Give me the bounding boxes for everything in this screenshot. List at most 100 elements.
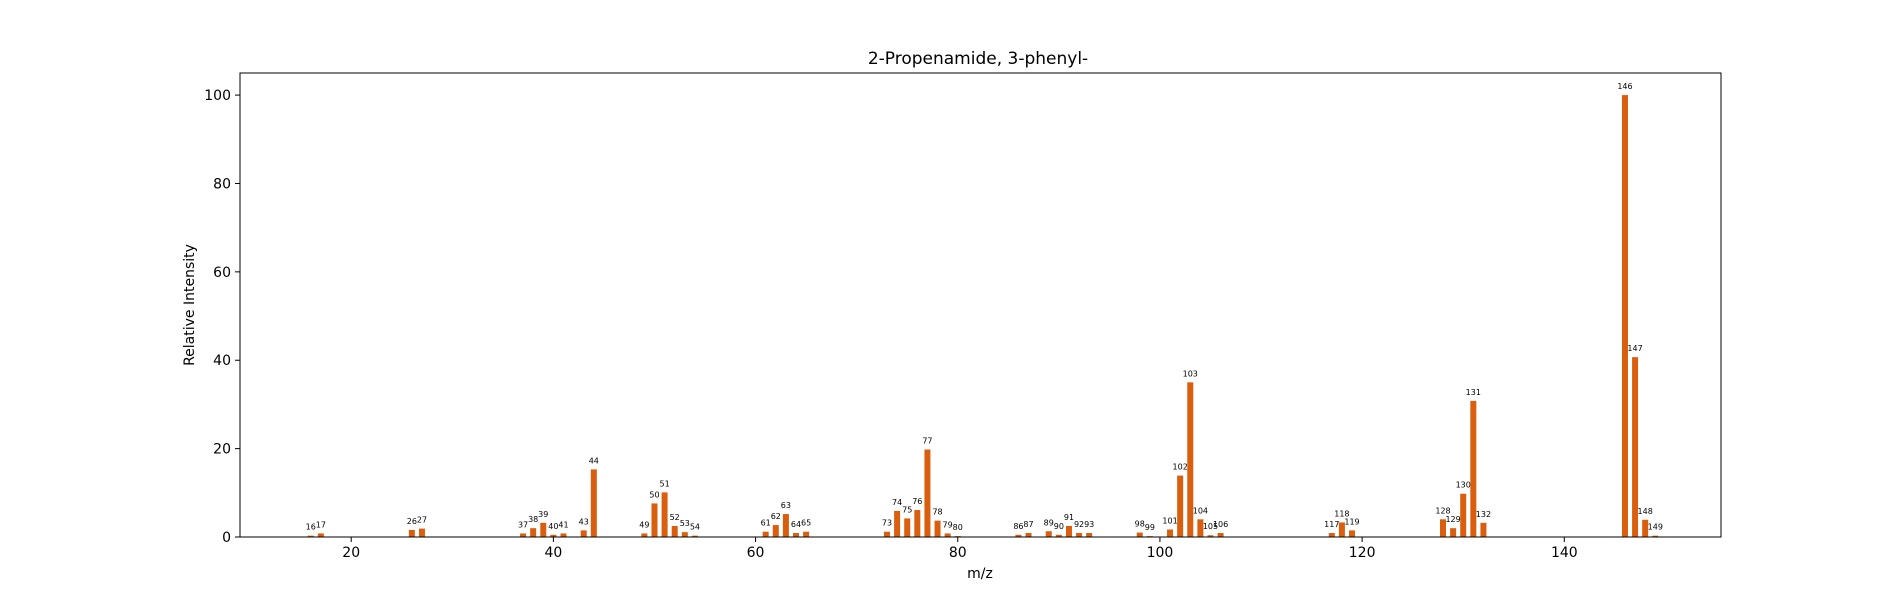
bar-mz-41	[560, 533, 567, 537]
bar-mz-49	[641, 533, 648, 537]
peak-label-91: 91	[1064, 513, 1074, 522]
bar-mz-43	[580, 530, 587, 537]
bar-mz-148	[1642, 519, 1649, 537]
bar-mz-62	[772, 525, 779, 537]
bar-mz-39	[540, 522, 547, 537]
peak-label-40: 40	[548, 522, 558, 531]
bar-mz-75	[904, 518, 911, 537]
peak-label-79: 79	[943, 520, 953, 529]
bar-mz-54	[691, 535, 698, 537]
bar-mz-53	[681, 532, 688, 537]
bar-mz-76	[914, 510, 921, 537]
peak-label-103: 103	[1183, 369, 1198, 378]
peak-label-41: 41	[558, 520, 568, 529]
peak-label-49: 49	[639, 520, 649, 529]
bar-mz-63	[782, 514, 789, 537]
peak-label-77: 77	[922, 437, 932, 446]
bar-mz-86	[1015, 534, 1022, 537]
peak-label-75: 75	[902, 505, 912, 514]
peak-label-105: 105	[1203, 522, 1218, 531]
bar-mz-52	[671, 525, 678, 537]
x-tick-label-80: 80	[949, 545, 967, 561]
y-tick-label-100: 100	[204, 88, 231, 104]
bar-mz-37	[520, 533, 527, 537]
bar-mz-64	[793, 533, 800, 537]
bar-mz-101	[1167, 529, 1174, 537]
bar-mz-89	[1045, 531, 1052, 537]
bar-mz-131	[1470, 400, 1477, 537]
peak-label-27: 27	[417, 516, 427, 525]
bar-mz-61	[762, 531, 769, 537]
bar-mz-104	[1197, 519, 1204, 537]
y-tick-label-20: 20	[213, 442, 231, 458]
bar-mz-117	[1328, 533, 1335, 537]
peak-label-64: 64	[791, 520, 801, 529]
y-tick-label-40: 40	[213, 353, 231, 369]
peak-label-147: 147	[1627, 344, 1642, 353]
bar-mz-132	[1480, 522, 1487, 537]
peak-label-44: 44	[589, 456, 599, 465]
bar-mz-26	[408, 529, 415, 537]
peak-label-106: 106	[1213, 520, 1228, 529]
peak-label-129: 129	[1445, 515, 1460, 524]
peak-label-146: 146	[1617, 82, 1632, 91]
bar-mz-27	[418, 528, 425, 537]
peak-label-17: 17	[316, 520, 326, 529]
peak-label-92: 92	[1074, 520, 1084, 529]
x-tick-label-140: 140	[1551, 545, 1578, 561]
peak-label-132: 132	[1476, 510, 1491, 519]
bar-mz-65	[803, 531, 810, 537]
bar-mz-38	[530, 528, 537, 537]
bar-mz-103	[1187, 382, 1194, 537]
peak-label-99: 99	[1145, 523, 1155, 532]
peak-label-93: 93	[1084, 520, 1094, 529]
peak-label-61: 61	[761, 519, 771, 528]
bars-group	[307, 95, 1659, 537]
peak-label-74: 74	[892, 498, 902, 507]
peak-label-76: 76	[912, 497, 922, 506]
y-axis-label: Relative Intensity	[182, 244, 198, 366]
x-axis-ticks: 20 40 60 80 100 120 140	[342, 537, 1578, 561]
peak-label-63: 63	[781, 501, 791, 510]
bar-mz-105	[1207, 535, 1214, 537]
y-tick-label-0: 0	[222, 530, 231, 546]
peak-label-148: 148	[1638, 507, 1653, 516]
plot-frame	[239, 72, 1722, 538]
peak-label-102: 102	[1173, 463, 1188, 472]
bar-mz-130	[1460, 493, 1467, 537]
peak-label-54: 54	[690, 523, 700, 532]
peak-label-38: 38	[528, 515, 538, 524]
peak-label-39: 39	[538, 510, 548, 519]
peak-label-118: 118	[1334, 509, 1349, 518]
bar-mz-98	[1136, 532, 1143, 537]
bar-mz-77	[924, 449, 931, 537]
peak-label-117: 117	[1324, 520, 1339, 529]
bar-mz-16	[307, 535, 314, 537]
peak-label-26: 26	[407, 517, 417, 526]
bar-mz-106	[1217, 533, 1224, 537]
peak-label-86: 86	[1013, 522, 1023, 531]
peak-label-73: 73	[882, 519, 892, 528]
peak-label-101: 101	[1162, 516, 1177, 525]
bar-mz-79	[944, 533, 951, 537]
bar-mz-119	[1349, 530, 1356, 537]
bar-mz-44	[590, 469, 597, 537]
bar-mz-87	[1025, 533, 1032, 537]
bar-mz-74	[894, 510, 901, 537]
bar-mz-17	[317, 533, 324, 537]
peak-label-52: 52	[670, 513, 680, 522]
peak-label-65: 65	[801, 519, 811, 528]
peak-label-37: 37	[518, 520, 528, 529]
bar-mz-146	[1621, 95, 1628, 537]
bar-mz-149	[1652, 535, 1659, 537]
bar-mz-78	[934, 520, 941, 537]
y-tick-label-80: 80	[213, 176, 231, 192]
peak-label-149: 149	[1648, 523, 1663, 532]
peak-label-50: 50	[649, 490, 659, 499]
peak-label-53: 53	[680, 519, 690, 528]
peak-label-98: 98	[1135, 520, 1145, 529]
x-axis-label: m/z	[967, 566, 993, 582]
peak-label-130: 130	[1456, 481, 1471, 490]
bar-mz-102	[1177, 475, 1184, 537]
